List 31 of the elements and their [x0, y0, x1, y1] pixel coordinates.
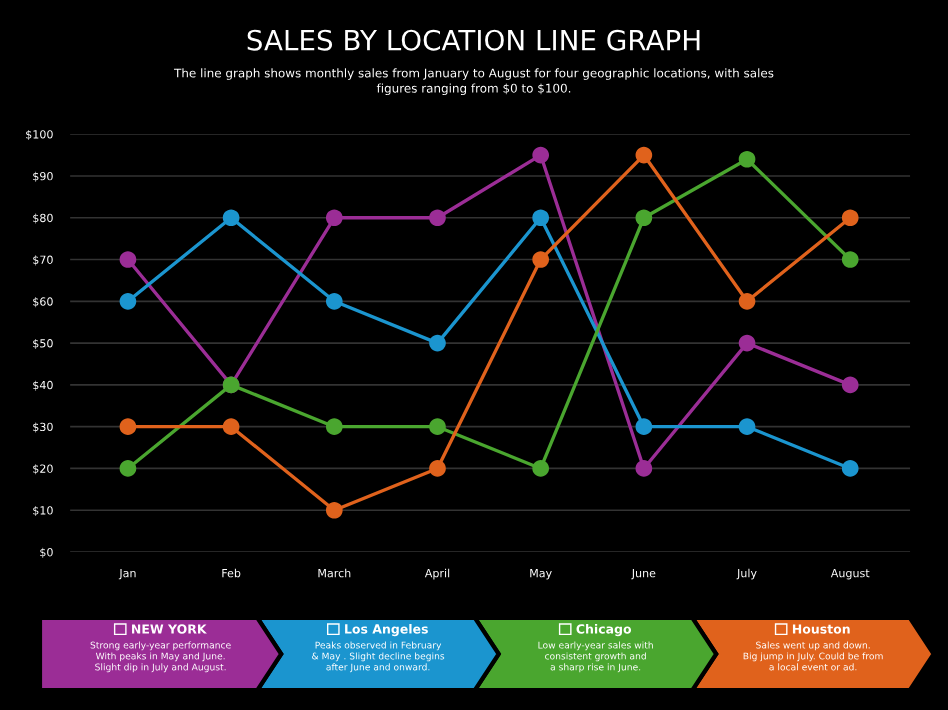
point — [841, 251, 859, 268]
point — [429, 209, 446, 227]
point — [429, 334, 446, 352]
point — [325, 501, 343, 519]
point — [635, 460, 653, 477]
point — [119, 292, 137, 310]
point — [841, 376, 859, 394]
point — [429, 418, 446, 436]
point — [738, 334, 756, 352]
point — [635, 146, 653, 164]
point — [222, 418, 240, 436]
point — [325, 418, 343, 436]
point — [119, 418, 137, 436]
point — [325, 209, 343, 227]
point — [429, 460, 446, 477]
point — [532, 209, 550, 227]
point — [222, 209, 240, 227]
point — [635, 418, 653, 436]
point — [841, 209, 859, 227]
point — [738, 418, 756, 436]
point — [532, 460, 550, 477]
point — [532, 251, 550, 268]
point — [635, 209, 653, 227]
point — [841, 460, 859, 477]
point — [325, 292, 343, 310]
point — [119, 460, 137, 477]
point — [532, 146, 550, 164]
chart-title: SALES BY LOCATION LINE GRAPH — [247, 29, 700, 51]
point — [738, 150, 756, 168]
point — [738, 292, 756, 310]
point — [119, 251, 137, 268]
